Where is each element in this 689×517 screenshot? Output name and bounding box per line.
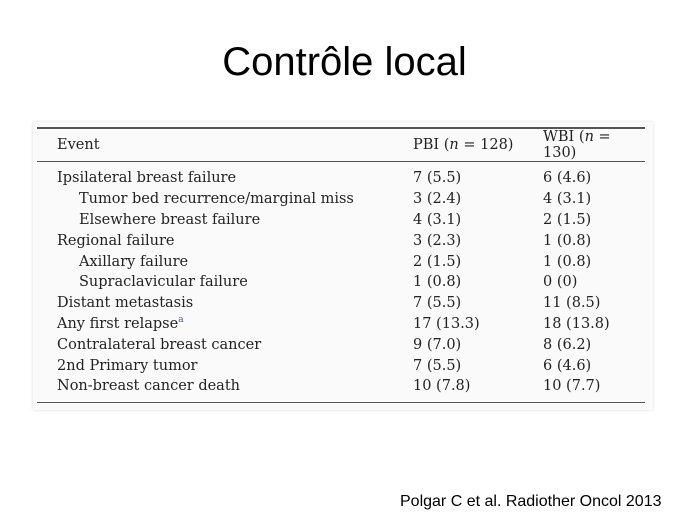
- row-pbi: 7 (5.5): [413, 357, 462, 374]
- header-wbi-prefix: WBI (: [543, 129, 585, 145]
- row-wbi: 10 (7.7): [543, 375, 645, 403]
- row-pbi: 3 (2.4): [413, 191, 462, 208]
- row-pbi: 10 (7.8): [413, 375, 543, 403]
- row-event: Contralateral breast cancer: [57, 336, 262, 353]
- results-table-image: Event PBI (n = 128) WBI (n = 130) Ipsila…: [33, 122, 653, 410]
- row-wbi: 6 (4.6): [543, 357, 592, 374]
- table-row: Axillary failure 2 (1.5) 1 (0.8): [37, 251, 645, 272]
- table-row: Supraclavicular failure 1 (0.8) 0 (0): [37, 272, 645, 293]
- row-event: 2nd Primary tumor: [57, 357, 198, 374]
- table-row: Regional failure 3 (2.3) 1 (0.8): [37, 230, 645, 251]
- row-wbi: 4 (3.1): [543, 191, 592, 208]
- citation: Polgar C et al. Radiother Oncol 2013: [400, 493, 662, 510]
- header-wbi-suffix: = 130): [543, 129, 611, 161]
- row-pbi: 2 (1.5): [413, 253, 462, 270]
- results-table: Event PBI (n = 128) WBI (n = 130) Ipsila…: [37, 127, 645, 403]
- row-event: Axillary failure: [79, 253, 189, 270]
- table-row: Any first relapsea 17 (13.3) 18 (13.8): [37, 314, 645, 335]
- row-event: Ipsilateral breast failure: [57, 170, 237, 187]
- row-pbi: 1 (0.8): [413, 274, 462, 291]
- row-wbi: 0 (0): [543, 274, 578, 291]
- header-wbi: WBI (n = 130): [543, 127, 645, 162]
- row-pbi: 4 (3.1): [413, 211, 462, 228]
- row-event: Supraclavicular failure: [79, 274, 248, 291]
- row-pbi: 7 (5.5): [413, 170, 462, 187]
- header-pbi-suffix: = 128): [458, 137, 514, 153]
- row-wbi: 8 (6.2): [543, 336, 592, 353]
- row-pbi: 3 (2.3): [413, 232, 462, 249]
- row-wbi: 2 (1.5): [543, 211, 592, 228]
- row-wbi: 1 (0.8): [543, 232, 592, 249]
- row-event-label: Any first relapse: [57, 315, 179, 332]
- row-wbi: 11 (8.5): [543, 295, 601, 312]
- table-row: Non-breast cancer death 10 (7.8) 10 (7.7…: [37, 375, 645, 403]
- table-row: 2nd Primary tumor 7 (5.5) 6 (4.6): [37, 355, 645, 376]
- table-row: Elsewhere breast failure 4 (3.1) 2 (1.5): [37, 210, 645, 231]
- table-row: Contralateral breast cancer 9 (7.0) 8 (6…: [37, 334, 645, 355]
- row-wbi: 1 (0.8): [543, 253, 592, 270]
- row-wbi: 6 (4.6): [543, 170, 592, 187]
- table-header-row: Event PBI (n = 128) WBI (n = 130): [37, 127, 645, 162]
- row-wbi: 18 (13.8): [543, 315, 610, 332]
- row-event: Elsewhere breast failure: [79, 211, 261, 228]
- row-pbi: 17 (13.3): [413, 315, 480, 332]
- table-row: Distant metastasis 7 (5.5) 11 (8.5): [37, 293, 645, 314]
- row-event: Tumor bed recurrence/marginal miss: [79, 191, 354, 208]
- table-row: Ipsilateral breast failure 7 (5.5) 6 (4.…: [37, 162, 645, 189]
- row-pbi: 9 (7.0): [413, 336, 462, 353]
- slide-title: Contrôle local: [222, 40, 467, 84]
- row-event: Regional failure: [57, 232, 175, 249]
- table-row: Tumor bed recurrence/marginal miss 3 (2.…: [37, 189, 645, 210]
- header-pbi-n: n: [449, 137, 459, 153]
- row-event: Non-breast cancer death: [37, 375, 413, 403]
- header-pbi: PBI (n = 128): [413, 127, 543, 162]
- header-wbi-n: n: [584, 129, 594, 145]
- row-event: Any first relapsea: [37, 314, 413, 335]
- row-pbi: 7 (5.5): [413, 295, 462, 312]
- header-event: Event: [37, 127, 413, 162]
- footnote-marker: a: [178, 315, 184, 326]
- header-pbi-prefix: PBI (: [413, 137, 450, 153]
- row-event: Distant metastasis: [57, 295, 194, 312]
